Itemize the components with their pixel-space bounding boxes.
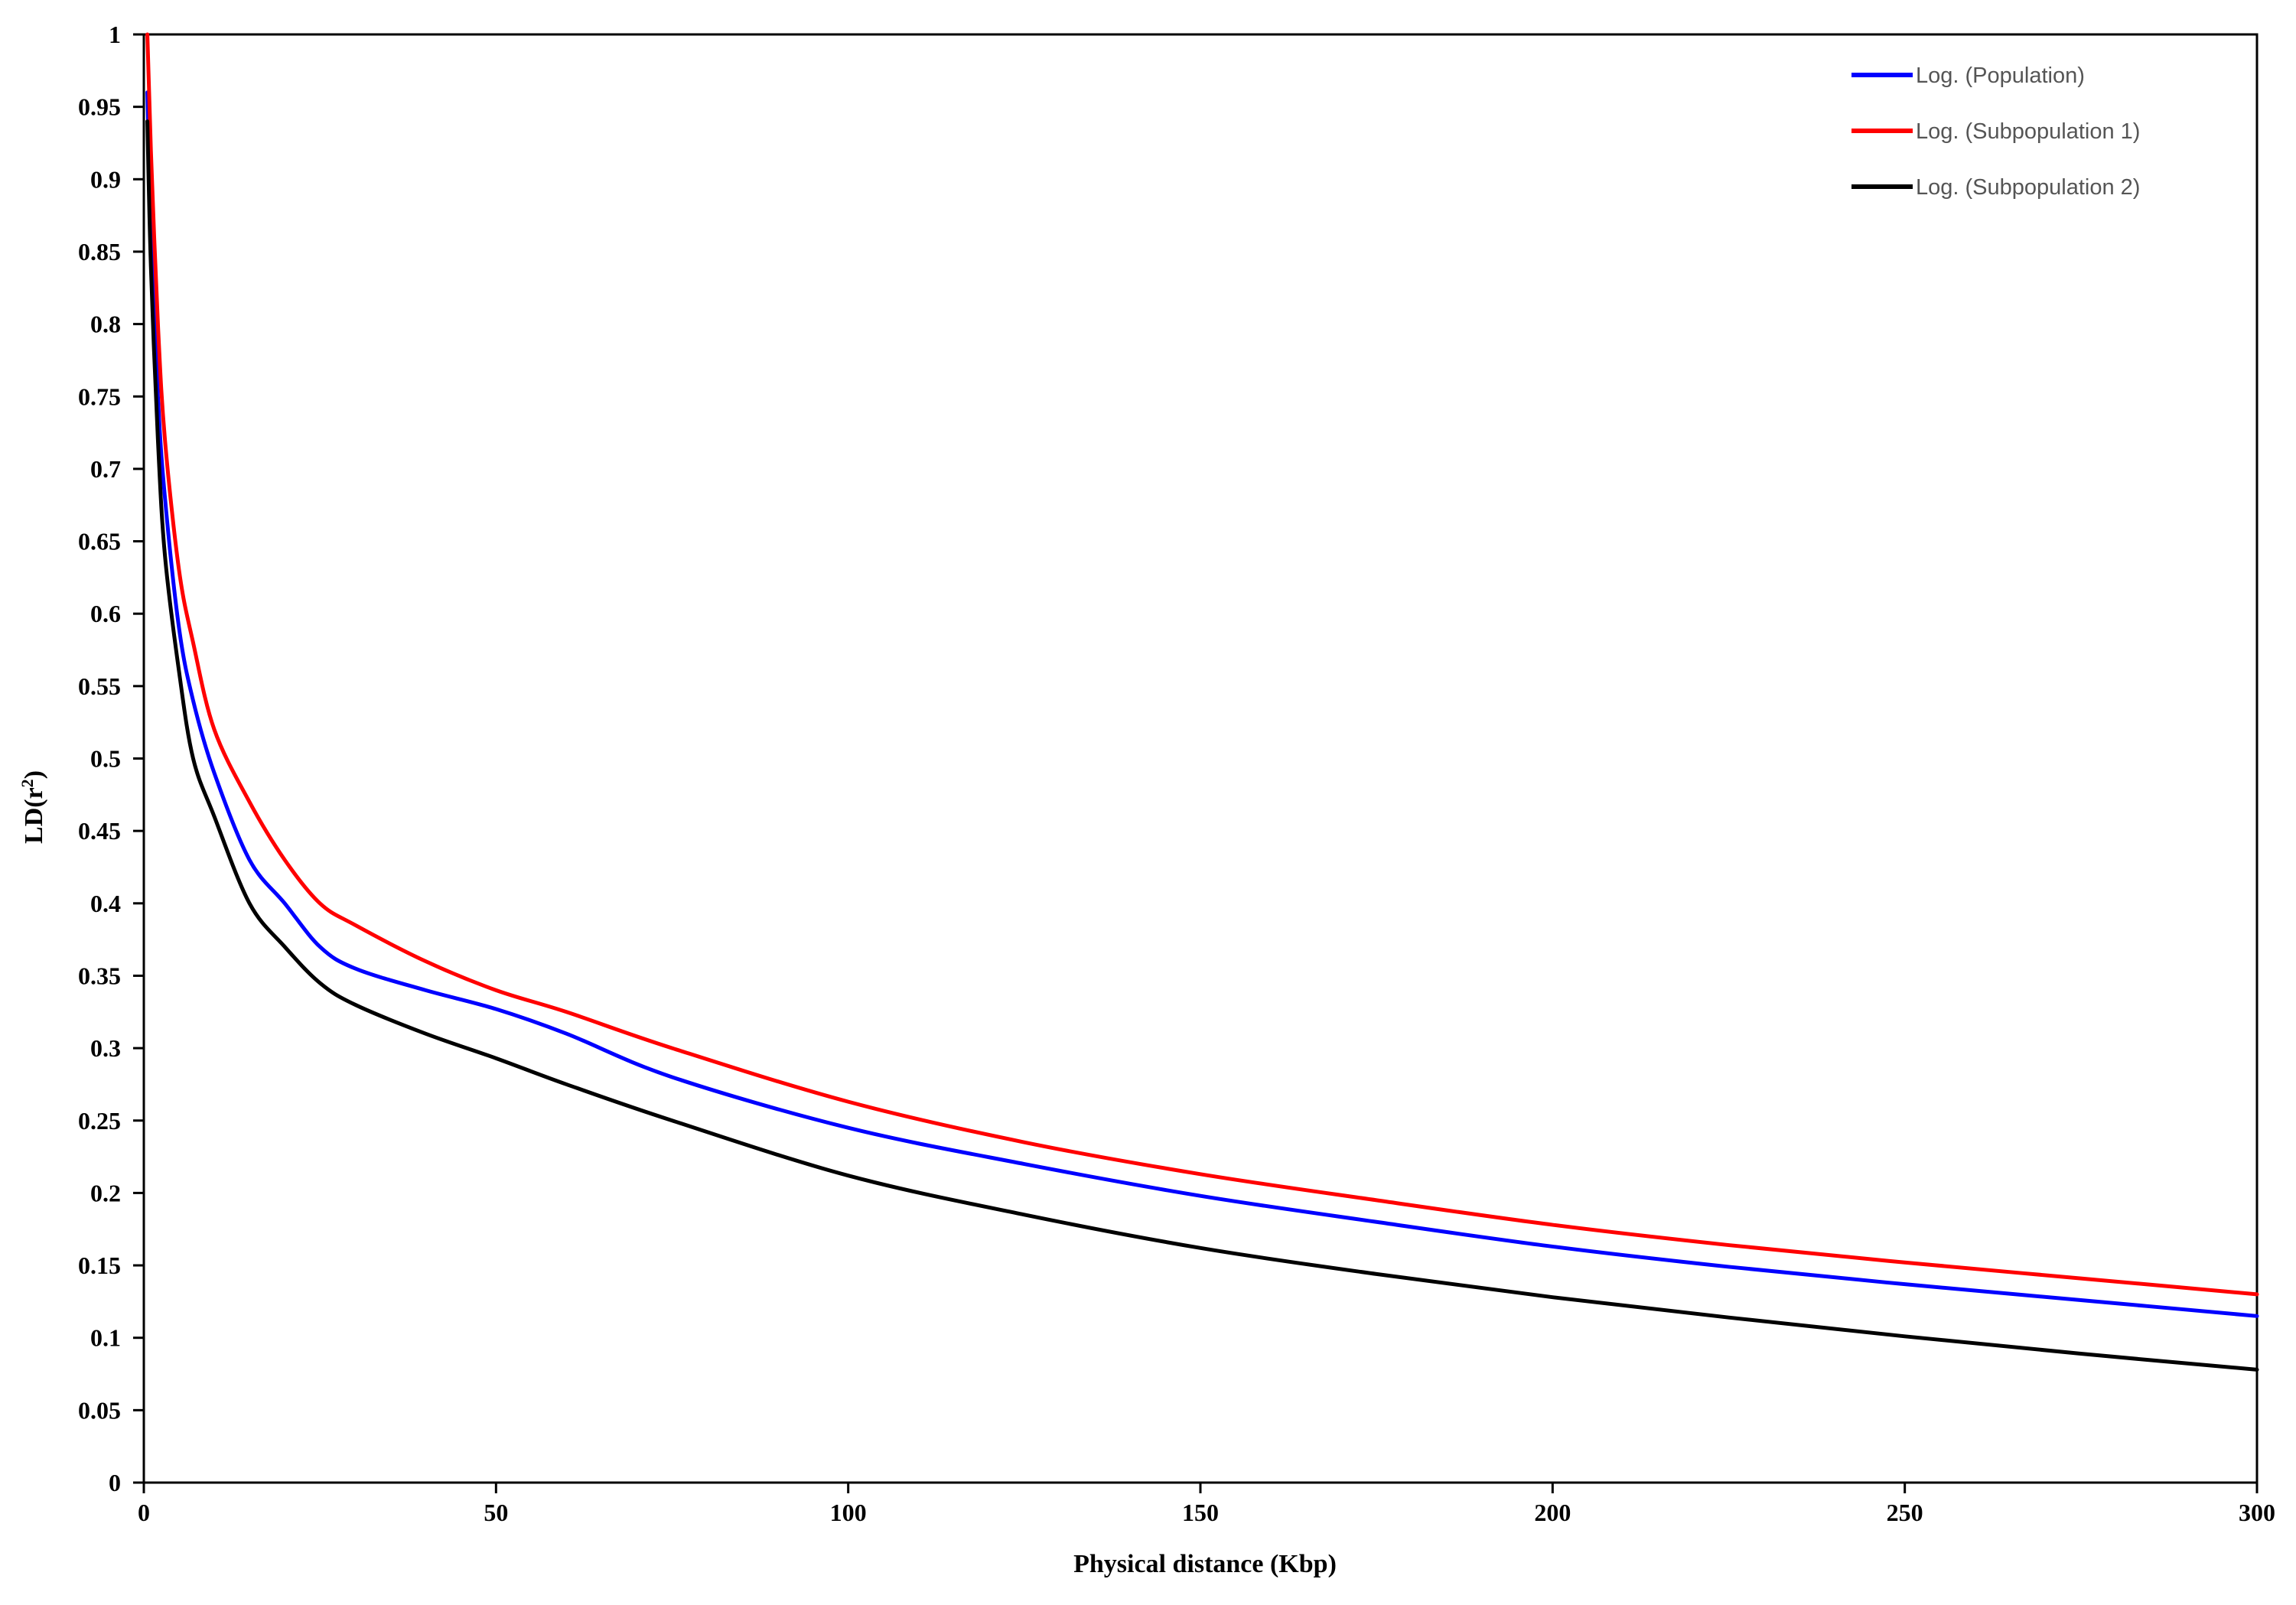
y-tick-label: 1 [109, 21, 121, 48]
y-tick-label: 0.9 [90, 165, 121, 193]
y-tick-label: 0.45 [78, 817, 121, 845]
x-tick-label: 200 [1534, 1499, 1571, 1526]
x-tick-label: 100 [830, 1499, 867, 1526]
x-axis-label: Physical distance (Kbp) [1073, 1550, 1337, 1578]
y-tick-label: 0.65 [78, 528, 121, 555]
legend-label: Log. (Population) [1916, 63, 2085, 88]
x-tick-label: 150 [1182, 1499, 1219, 1526]
y-axis-label-close: ) [20, 770, 48, 779]
y-tick-label: 0.55 [78, 672, 121, 700]
y-tick-label: 0.2 [90, 1179, 121, 1206]
x-tick-label: 250 [1887, 1499, 1923, 1526]
y-axis-label-main: LD(r [20, 787, 48, 844]
y-tick-label: 0.8 [90, 311, 121, 338]
x-tick-label: 0 [138, 1499, 150, 1526]
series-line-3 [145, 119, 2259, 1372]
series-line-1 [145, 90, 2259, 1318]
y-axis-label-superscript: 2 [18, 779, 37, 787]
y-tick-label: 0.15 [78, 1252, 121, 1279]
x-tick-label: 50 [484, 1499, 508, 1526]
y-tick-label: 0.95 [78, 93, 121, 121]
svg-text:LD(r2): LD(r2) [18, 770, 48, 844]
series-line-2 [145, 32, 2259, 1297]
legend-label: Log. (Subpopulation 1) [1916, 119, 2140, 144]
y-tick-label: 0.3 [90, 1034, 121, 1062]
x-tick-label: 300 [2239, 1499, 2275, 1526]
y-tick-label: 0.5 [90, 745, 121, 773]
legend-label: Log. (Subpopulation 2) [1916, 175, 2140, 200]
y-tick-label: 0.6 [90, 600, 121, 627]
y-tick-label: 0.25 [78, 1107, 121, 1135]
y-tick-label: 0.85 [78, 238, 121, 265]
y-tick-label: 0.35 [78, 962, 121, 989]
y-axis-label: LD(r2) [18, 770, 48, 844]
y-tick-label: 0.05 [78, 1396, 121, 1424]
y-tick-label: 0.1 [90, 1324, 121, 1352]
y-tick-label: 0.75 [78, 383, 121, 410]
y-tick-label: 0.4 [90, 890, 121, 917]
y-tick-label: 0 [109, 1469, 121, 1496]
y-tick-label: 0.7 [90, 455, 121, 483]
